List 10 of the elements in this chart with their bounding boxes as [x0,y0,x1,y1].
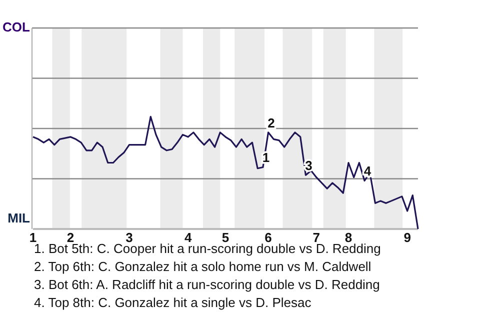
text: 2. Top 6th: C. Gonzalez hit a solo home run vs M. Caldwell [34,259,372,274]
text: COL [2,19,30,34]
annotation: 4 [364,164,372,179]
text: 3. Bot 6th: A. Radcliff hit a run-scoring double vs D. Redding [34,277,380,292]
text: MIL [8,210,30,226]
x-tick-label: 1 [29,230,37,246]
x-tick-label: 9 [404,230,411,246]
annotation: 3 [305,158,312,174]
annotation: 2 [268,115,275,130]
text: 4. Top 8th: C. Gonzalez hit a single vs D. Plesac [34,295,312,310]
